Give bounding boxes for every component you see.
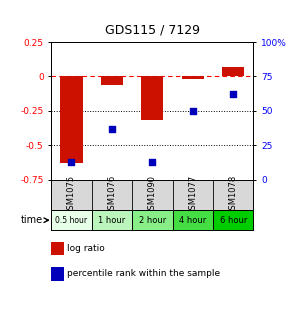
Text: GSM1075: GSM1075 xyxy=(67,175,76,215)
Text: 4 hour: 4 hour xyxy=(179,216,207,225)
Bar xyxy=(92,210,132,230)
Bar xyxy=(213,210,253,230)
Text: 2 hour: 2 hour xyxy=(139,216,166,225)
Text: time: time xyxy=(20,215,42,225)
Bar xyxy=(132,210,173,230)
Bar xyxy=(141,76,163,120)
Text: GDS115 / 7129: GDS115 / 7129 xyxy=(105,24,200,37)
Bar xyxy=(173,210,213,230)
Point xyxy=(69,159,74,164)
Text: GSM1077: GSM1077 xyxy=(188,175,197,215)
Text: 6 hour: 6 hour xyxy=(219,216,247,225)
Text: GSM1076: GSM1076 xyxy=(108,175,116,215)
Bar xyxy=(51,210,92,230)
Text: GSM1090: GSM1090 xyxy=(148,175,157,215)
Bar xyxy=(101,76,123,85)
Text: log ratio: log ratio xyxy=(67,244,105,253)
Point xyxy=(190,108,195,114)
Text: GSM1078: GSM1078 xyxy=(229,175,238,215)
Bar xyxy=(182,76,204,79)
Point xyxy=(231,92,236,97)
Point xyxy=(150,159,155,164)
Bar xyxy=(222,67,244,76)
Point xyxy=(110,126,114,131)
Text: 1 hour: 1 hour xyxy=(98,216,126,225)
Text: 0.5 hour: 0.5 hour xyxy=(55,216,88,225)
Bar xyxy=(60,76,83,163)
Text: percentile rank within the sample: percentile rank within the sample xyxy=(67,269,221,278)
